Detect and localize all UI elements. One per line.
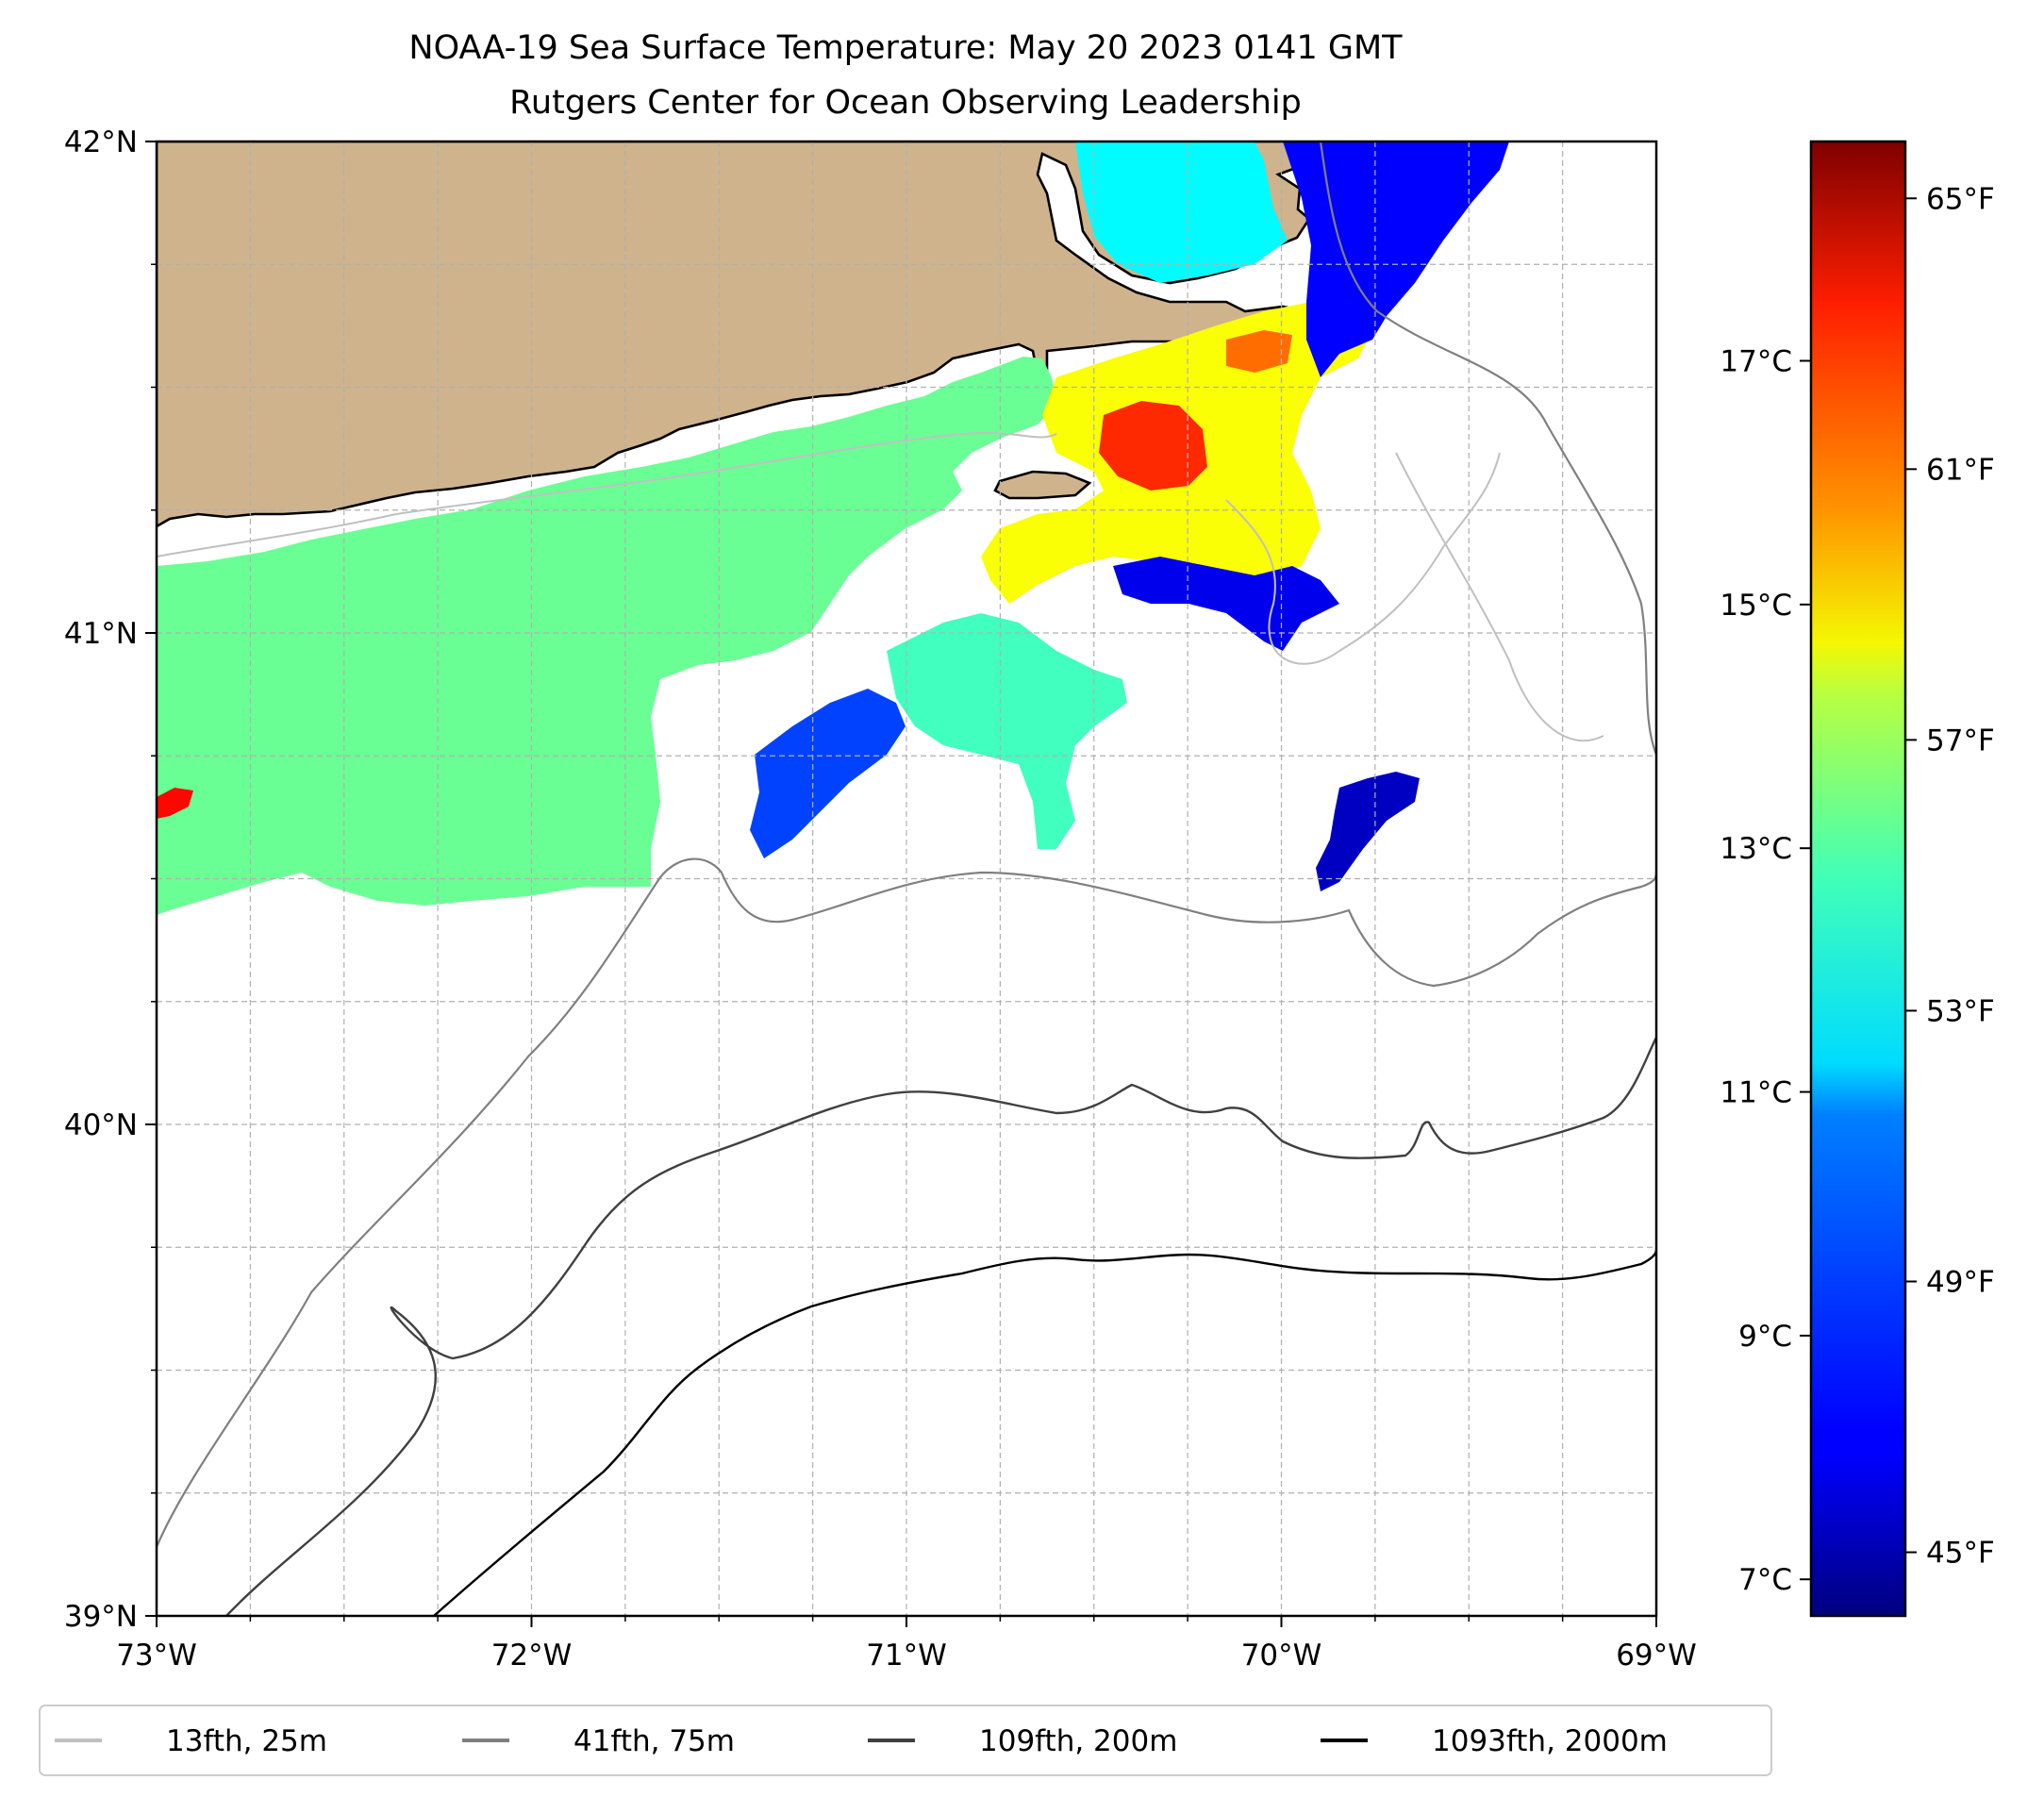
contour-25m — [157, 431, 1604, 742]
fahrenheit-tick-label: 65°F — [1926, 182, 1995, 216]
contour-200m — [225, 1037, 1656, 1616]
latitude-axis: 42°N 41°N 40°N 39°N — [64, 125, 157, 1634]
celsius-tick-label: 17°C — [1720, 345, 1792, 379]
sst-patch-cold-nantucket-shoals — [1113, 557, 1339, 651]
celsius-tick-label: 15°C — [1720, 589, 1792, 623]
sst-patch-warm-sound — [1226, 330, 1292, 373]
lat-tick-label: 42°N — [64, 125, 138, 159]
legend: 13fth, 25m 41fth, 75m 109fth, 200m 1093fth,… — [39, 1705, 1772, 1776]
map-grid — [157, 141, 1656, 1616]
lat-tick-label: 39°N — [64, 1600, 138, 1634]
sst-patch-shelf-cold — [750, 689, 906, 858]
contour-75m — [157, 141, 1656, 1548]
contour-2000m — [433, 1249, 1656, 1616]
fahrenheit-tick-label: 45°F — [1926, 1537, 1995, 1571]
legend-label: 41fth, 75m — [573, 1724, 735, 1758]
fahrenheit-tick-label: 49°F — [1926, 1265, 1995, 1299]
colorbar-celsius-axis: 7°C 9°C 11°C 13°C 15°C 17°C — [1720, 345, 1811, 1597]
sst-patch-cape-cod-bay — [1075, 141, 1288, 283]
legend-label: 109fth, 200m — [979, 1724, 1177, 1758]
legend-label: 1093fth, 2000m — [1432, 1724, 1668, 1758]
fahrenheit-tick-label: 53°F — [1926, 994, 1995, 1028]
bathymetry-contours — [157, 141, 1656, 1616]
celsius-tick-label: 9°C — [1738, 1320, 1792, 1354]
colorbar: 7°C 9°C 11°C 13°C 15°C 17°C 45°F 49°F 53°F 57°F 6… — [1720, 140, 1995, 1618]
sst-overlay — [157, 141, 1509, 915]
land-mainland — [157, 141, 1311, 528]
lon-tick-label: 70°W — [1241, 1639, 1322, 1672]
colorbar-gradient — [1809, 140, 1907, 1618]
legend-label: 13fth, 25m — [166, 1724, 327, 1758]
sst-patch-cold-southeast — [1316, 772, 1420, 891]
sst-patch-cold-outer-cape — [1283, 141, 1509, 377]
sst-patch-long-island-sound — [157, 357, 1056, 915]
lat-tick-label: 41°N — [64, 617, 138, 651]
fahrenheit-tick-label: 57°F — [1926, 724, 1995, 757]
lon-tick-label: 69°W — [1616, 1639, 1697, 1672]
lon-tick-label: 71°W — [866, 1639, 947, 1672]
lon-tick-label: 73°W — [116, 1639, 197, 1672]
sst-patch-warm-coastal-west — [157, 788, 193, 819]
map-area — [157, 141, 1656, 1616]
lon-tick-label: 72°W — [491, 1639, 573, 1672]
sst-patch-warm-buzzards — [1099, 401, 1207, 491]
celsius-tick-label: 13°C — [1720, 832, 1792, 866]
title-line-2: Rutgers Center for Ocean Observing Leade… — [509, 84, 1302, 122]
celsius-tick-label: 7°C — [1738, 1563, 1792, 1597]
longitude-axis: 73°W 72°W 71°W 70°W 69°W — [116, 1616, 1697, 1672]
lat-tick-label: 40°N — [64, 1108, 138, 1142]
legend-items: 13fth, 25m 41fth, 75m 109fth, 200m 1093fth,… — [55, 1724, 1668, 1758]
colorbar-fahrenheit-axis: 45°F 49°F 53°F 57°F 61°F 65°F — [1905, 182, 1995, 1571]
title-line-1: NOAA-19 Sea Surface Temperature: May 20 … — [408, 29, 1403, 67]
sst-patch-shelf-mixed — [887, 613, 1127, 849]
celsius-tick-label: 11°C — [1720, 1076, 1792, 1110]
fahrenheit-tick-label: 61°F — [1926, 453, 1995, 487]
